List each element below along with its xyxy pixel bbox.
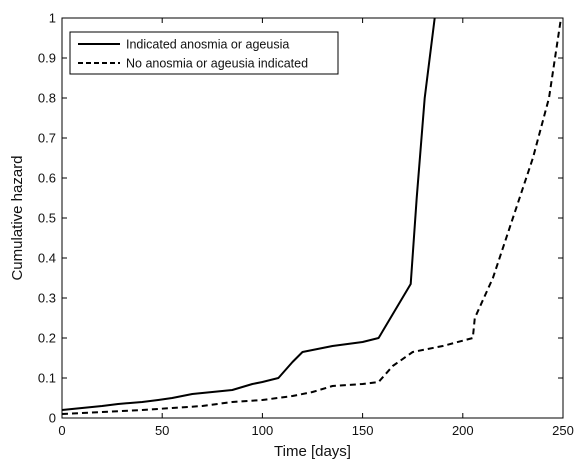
y-tick-label-0: 0 bbox=[49, 411, 56, 426]
y-tick-label-1: 1 bbox=[49, 11, 56, 26]
legend: Indicated anosmia or ageusia No anosmia … bbox=[69, 31, 339, 75]
series-line-indicated bbox=[61, 17, 436, 411]
y-axis-label: Cumulative hazard bbox=[9, 155, 26, 280]
x-tick-label-150: 150 bbox=[352, 423, 374, 438]
x-tick-label-100: 100 bbox=[252, 423, 274, 438]
y-tick-label-0.5: 0.5 bbox=[38, 211, 56, 226]
x-tick-label-0: 0 bbox=[58, 423, 65, 438]
y-tick-label-0.6: 0.6 bbox=[38, 171, 56, 186]
y-tick-label-0.7: 0.7 bbox=[38, 131, 56, 146]
series-lines bbox=[61, 17, 562, 415]
x-tick-label-50: 50 bbox=[155, 423, 169, 438]
y-tick-label-0.3: 0.3 bbox=[38, 291, 56, 306]
axis-ticks: 0 50 100 150 200 250 0 0.1 0.2 0.3 0.4 0.5 0.6 0.7 0.8… bbox=[38, 11, 574, 439]
legend-box bbox=[69, 31, 339, 75]
x-tick-label-250: 250 bbox=[552, 423, 574, 438]
plot-area-frame bbox=[61, 17, 564, 419]
y-tick-label-0.1: 0.1 bbox=[38, 371, 56, 386]
y-tick-label-0.4: 0.4 bbox=[38, 251, 56, 266]
legend-label-not-indicated: No anosmia or ageusia indicated bbox=[126, 57, 308, 71]
y-tick-label-0.9: 0.9 bbox=[38, 51, 56, 66]
x-axis-label: Time [days] bbox=[274, 443, 351, 460]
y-tick-label-0.2: 0.2 bbox=[38, 331, 56, 346]
x-tick-label-200: 200 bbox=[452, 423, 474, 438]
y-tick-label-0.8: 0.8 bbox=[38, 91, 56, 106]
legend-label-indicated: Indicated anosmia or ageusia bbox=[126, 38, 289, 52]
series-line-not-indicated bbox=[61, 17, 562, 415]
